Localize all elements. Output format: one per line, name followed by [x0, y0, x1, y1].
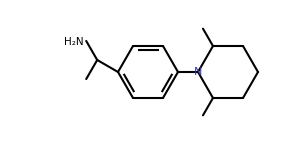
Text: N: N — [194, 67, 202, 77]
Text: H₂N: H₂N — [63, 37, 83, 47]
